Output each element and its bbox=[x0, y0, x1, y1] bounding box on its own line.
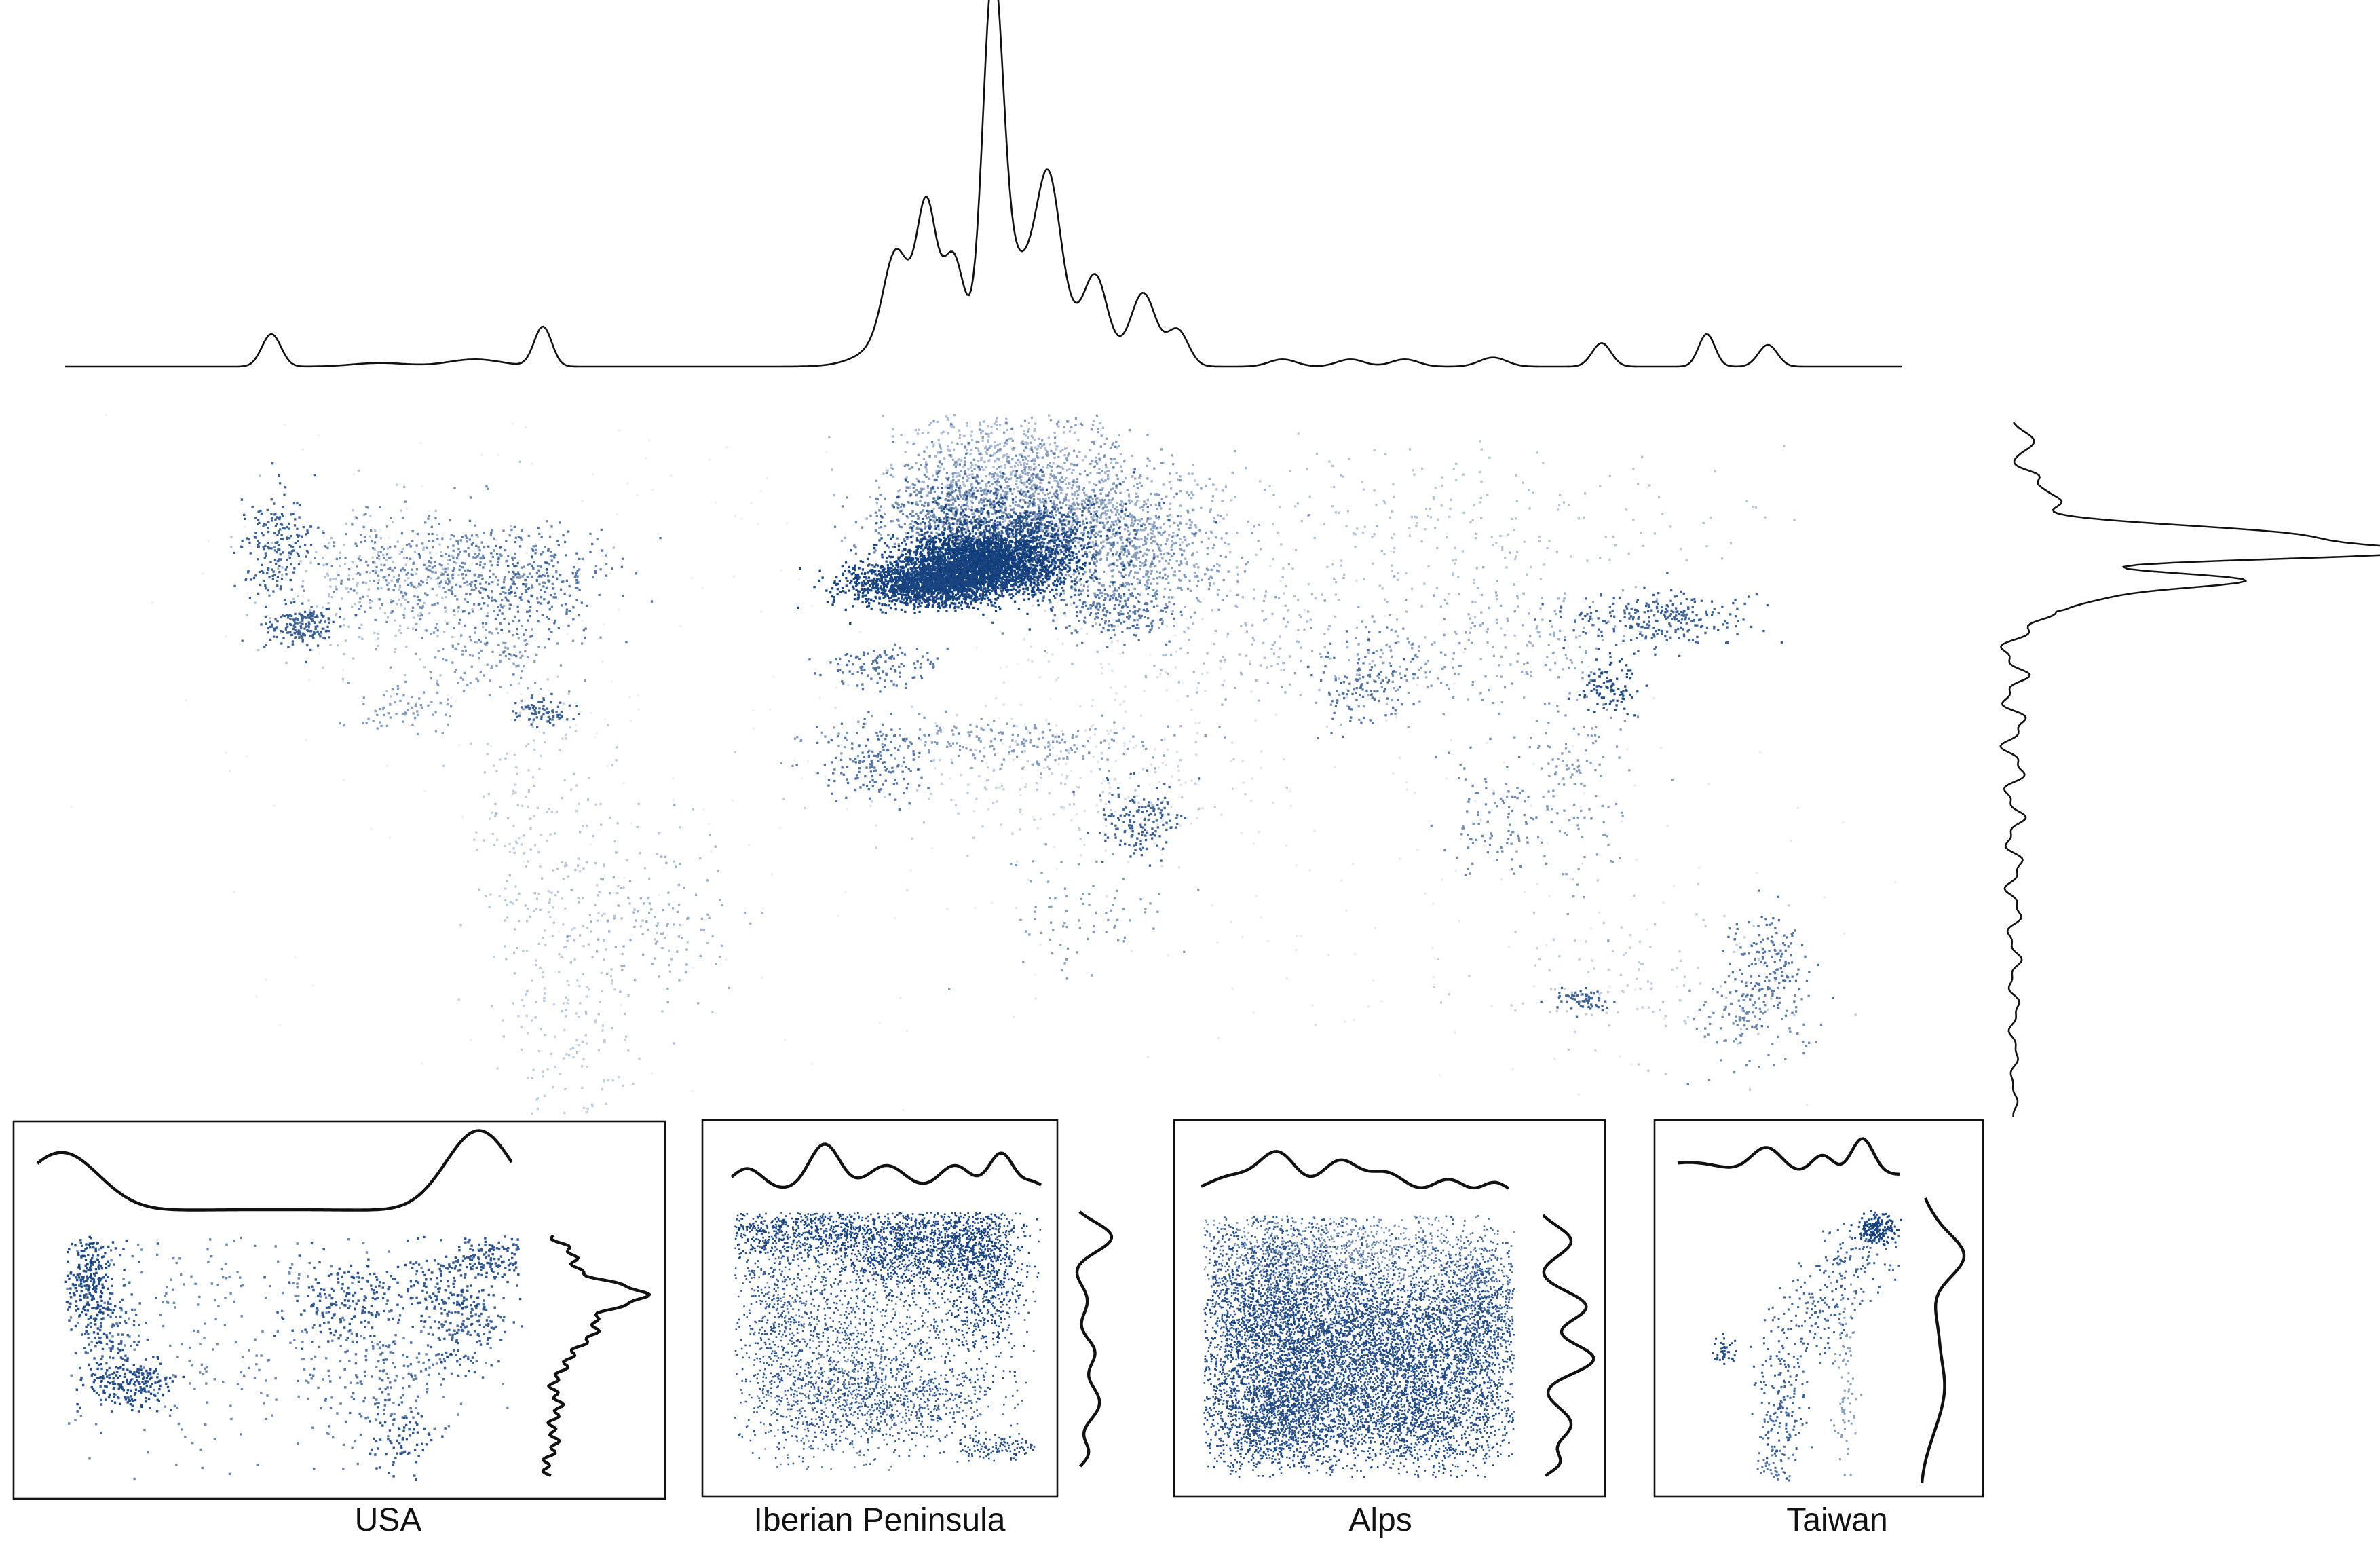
occurrence-points bbox=[1380, 1215, 1515, 1451]
inset-taiwan-frame bbox=[1653, 1119, 1984, 1498]
occurrence-points bbox=[442, 675, 1857, 1115]
inset-taiwan bbox=[1653, 1119, 1984, 1498]
inset-iberia-top-density-line bbox=[730, 1142, 1042, 1189]
inset-iberian-peninsula bbox=[701, 1119, 1114, 1498]
inset-label-alps: Alps bbox=[1348, 1502, 1412, 1538]
occurrence-points bbox=[1850, 1210, 1902, 1246]
inset-iberia-frame bbox=[701, 1119, 1059, 1498]
occurrence-points bbox=[64, 1235, 185, 1413]
inset-alps bbox=[1173, 1119, 1606, 1498]
inset-usa-top-density-line bbox=[36, 1129, 513, 1212]
world-occurrence-points bbox=[70, 414, 1897, 1115]
world-latitude-density-line bbox=[1999, 422, 2380, 1117]
occurrence-points bbox=[263, 1235, 522, 1481]
inset-iberia-right-density-line bbox=[1075, 1210, 1114, 1468]
world-longitude-density-curve bbox=[65, 0, 1902, 368]
occurrence-points bbox=[1830, 1235, 1863, 1476]
inset-taiwan-right-density-line bbox=[1920, 1197, 1966, 1484]
inset-label-iberian-peninsula: Iberian Peninsula bbox=[753, 1502, 1006, 1538]
occurrence-points bbox=[939, 1424, 1036, 1463]
occurrence-points bbox=[66, 1236, 509, 1481]
world-latitude-density-curve bbox=[1999, 422, 2380, 1117]
occurrence-points bbox=[871, 468, 1217, 631]
occurrence-points bbox=[734, 1212, 1042, 1383]
occurrence-points bbox=[268, 441, 1823, 1085]
inset-usa bbox=[12, 1120, 666, 1500]
occurrence-points bbox=[230, 432, 1796, 1079]
inset-alps-right-density-line bbox=[1542, 1214, 1595, 1477]
occurrence-points bbox=[797, 513, 1126, 630]
occurrence-points bbox=[1750, 1211, 1900, 1482]
occurrence-points bbox=[297, 1302, 478, 1470]
occurrence-points bbox=[70, 414, 1222, 1111]
occurrence-points bbox=[1712, 1333, 1737, 1365]
inset-alps-frame bbox=[1173, 1119, 1606, 1498]
inset-label-usa: USA bbox=[354, 1502, 422, 1538]
occurrence-points bbox=[417, 519, 1834, 1028]
inset-usa-frame bbox=[12, 1120, 666, 1500]
occurrence-points bbox=[1567, 648, 1648, 717]
occurrence-points bbox=[1203, 1216, 1515, 1478]
occurrence-points bbox=[567, 424, 1642, 1005]
occurrence-points bbox=[796, 1342, 1023, 1457]
inset-alps-top-density-line bbox=[1201, 1150, 1510, 1190]
inset-label-taiwan: Taiwan bbox=[1786, 1502, 1888, 1538]
occurrence-points bbox=[1756, 1407, 1794, 1481]
inset-usa-right-density-line bbox=[541, 1234, 651, 1478]
inset-taiwan-top-density-line bbox=[1677, 1137, 1900, 1176]
occurrence-points bbox=[899, 651, 1897, 1106]
world-longitude-density-line bbox=[65, 0, 1902, 368]
occurrence-points bbox=[751, 1230, 966, 1471]
occurrence-points bbox=[834, 546, 1401, 1026]
